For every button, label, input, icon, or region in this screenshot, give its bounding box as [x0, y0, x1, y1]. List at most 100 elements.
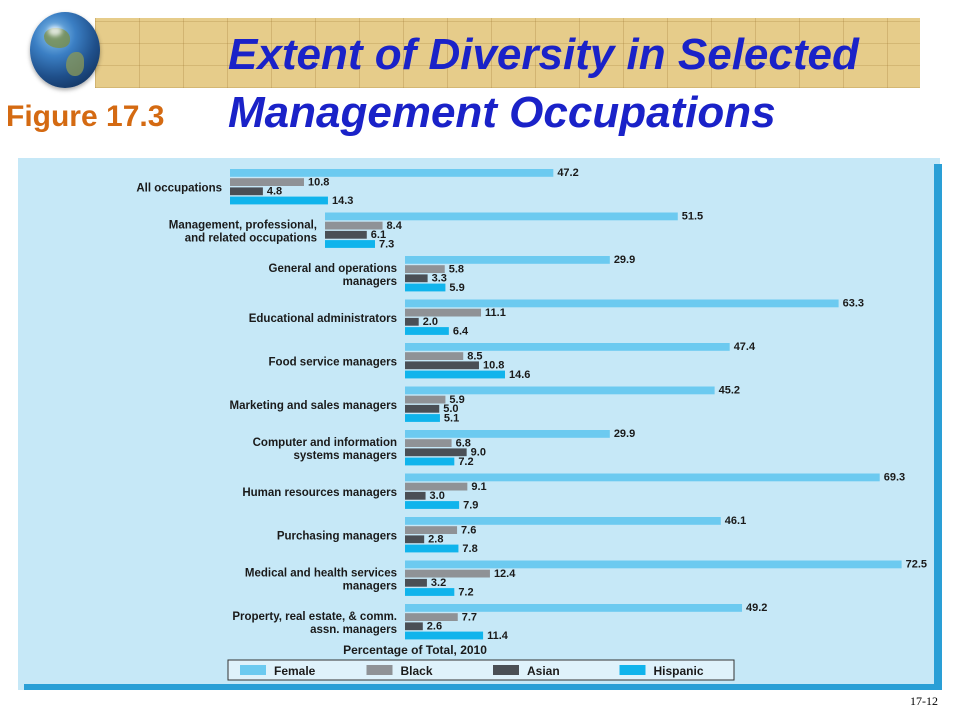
bar-black [325, 221, 383, 230]
bar-female [405, 517, 721, 525]
data-label: 7.3 [379, 238, 394, 250]
globe-icon [30, 12, 100, 88]
data-label: 9.0 [471, 447, 486, 459]
bar-hispanic [230, 196, 328, 205]
bar-hispanic [405, 327, 449, 335]
category-label: Medical and health services [245, 567, 397, 579]
data-label: 9.1 [471, 481, 486, 493]
title-banner [95, 18, 920, 88]
data-label: 2.8 [428, 534, 443, 546]
data-label: 12.4 [494, 568, 516, 580]
data-label: 10.8 [483, 360, 504, 372]
data-label: 6.4 [453, 325, 469, 337]
data-label: 47.4 [734, 341, 756, 353]
bar-asian [405, 274, 428, 283]
data-label: 2.6 [427, 621, 442, 633]
data-label: 8.5 [467, 350, 482, 362]
data-label: 10.8 [308, 176, 329, 188]
legend-swatch-asian [493, 665, 519, 675]
data-label: 5.9 [449, 394, 464, 406]
data-label: 51.5 [682, 211, 703, 223]
bar-hispanic [405, 370, 506, 379]
data-label: 69.3 [884, 472, 905, 484]
legend-swatch-female [240, 665, 266, 675]
data-label: 5.8 [449, 263, 464, 275]
bar-female [405, 473, 880, 482]
data-label: 7.7 [462, 611, 477, 623]
data-label: 29.9 [614, 428, 635, 440]
data-label: 4.8 [267, 186, 282, 198]
legend-box [227, 659, 735, 681]
slide-title-line-1: Extent of Diversity in Selected [228, 30, 859, 79]
category-label: and related occupations [185, 232, 317, 244]
data-label: 72.5 [906, 559, 927, 571]
data-label: 45.2 [719, 385, 740, 397]
bar-black [405, 395, 446, 404]
bar-female [325, 212, 678, 221]
data-label: 2.0 [423, 316, 438, 328]
legend-label-hispanic: Hispanic [654, 664, 704, 678]
bar-black [405, 482, 468, 491]
bar-black [230, 178, 304, 186]
data-label: 6.1 [371, 229, 386, 241]
chart-panel-shadow-bottom [24, 684, 942, 690]
bar-asian [405, 491, 426, 500]
bar-asian [405, 578, 427, 587]
bar-asian [325, 230, 367, 239]
bar-asian [405, 404, 440, 413]
legend-label-asian: Asian [527, 664, 560, 678]
bar-female [405, 299, 839, 308]
data-label: 5.1 [444, 412, 459, 424]
data-label: 49.2 [746, 602, 767, 614]
category-label: Food service managers [269, 356, 397, 368]
bar-asian [405, 535, 425, 544]
legend-label-female: Female [274, 664, 316, 678]
chart-panel-shadow-right [934, 164, 942, 690]
bar-asian [405, 622, 423, 631]
data-label: 3.3 [432, 273, 447, 285]
slide-number: 17-12 [910, 694, 938, 708]
bar-hispanic [405, 631, 484, 640]
bar-black [405, 439, 452, 447]
bar-female [405, 386, 715, 395]
bar-black [405, 352, 464, 360]
legend-label-black: Black [401, 664, 433, 678]
bar-asian [405, 361, 479, 370]
bar-hispanic [405, 457, 455, 466]
data-label: 7.2 [458, 586, 473, 598]
category-label: managers [343, 580, 397, 592]
data-label: 7.8 [462, 543, 477, 555]
data-label: 6.8 [456, 437, 471, 449]
category-label: Educational administrators [249, 313, 397, 325]
bar-female [405, 343, 730, 351]
data-label: 8.4 [387, 220, 403, 232]
bar-black [405, 265, 445, 273]
data-label: 5.9 [449, 282, 464, 294]
category-label: systems managers [293, 450, 397, 462]
bar-black [405, 613, 458, 621]
slide-title-line-2: Management Occupations [228, 88, 776, 137]
category-label: Marketing and sales managers [230, 400, 397, 412]
bar-female [405, 604, 743, 612]
category-label: Property, real estate, & comm. [232, 611, 397, 623]
data-label: 7.9 [463, 499, 478, 511]
bar-female [405, 560, 902, 569]
bar-hispanic [405, 501, 460, 509]
chart-panel [18, 158, 940, 690]
bar-hispanic [405, 283, 446, 292]
bar-asian [405, 317, 419, 326]
data-label: 3.2 [431, 577, 446, 589]
data-label: 3.0 [430, 490, 445, 502]
category-label: assn. managers [310, 624, 397, 636]
data-label: 14.6 [509, 369, 530, 381]
category-label: All occupations [136, 182, 222, 194]
bar-hispanic [405, 588, 455, 596]
data-label: 14.3 [332, 195, 353, 207]
category-label: Human resources managers [242, 487, 397, 499]
data-label: 7.2 [458, 456, 473, 468]
data-label: 29.9 [614, 254, 635, 266]
data-label: 63.3 [843, 298, 864, 310]
bar-black [405, 308, 482, 317]
category-label: General and operations [269, 263, 397, 275]
